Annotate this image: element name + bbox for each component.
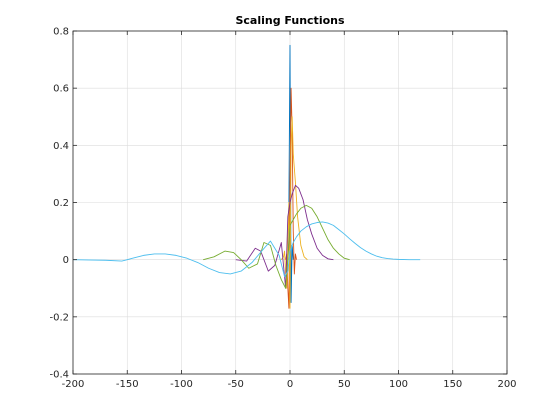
x-tick-label: -200	[62, 379, 85, 390]
series-layer	[72, 44, 421, 309]
x-tick-label: 50	[338, 379, 351, 390]
series-line-6	[72, 221, 421, 278]
y-tick-label: 0	[63, 255, 69, 266]
series-line-3	[280, 116, 308, 309]
x-tick-label: -150	[116, 379, 139, 390]
y-tick-label: -0.2	[49, 312, 69, 323]
x-tick-label: -100	[170, 379, 193, 390]
ticks: -200 -150 -100 -50 0 50 100 150 200 -0.4 -0.2 0 0.2 0…	[49, 27, 516, 391]
x-tick-label: 150	[443, 379, 462, 390]
x-tick-label: 100	[389, 379, 408, 390]
chart-title: Scaling Functions	[235, 14, 345, 27]
series-line-5	[203, 204, 350, 289]
x-tick-label: 200	[497, 379, 516, 390]
y-tick-label: 0.6	[53, 84, 69, 95]
y-tick-label: 0.2	[53, 198, 69, 209]
x-tick-label: 0	[287, 379, 293, 390]
y-tick-label: 0.4	[53, 141, 69, 152]
x-tick-label: -50	[228, 379, 244, 390]
y-tick-label: -0.4	[49, 370, 69, 381]
y-tick-label: 0.8	[53, 27, 69, 38]
series-line-4	[235, 184, 334, 289]
